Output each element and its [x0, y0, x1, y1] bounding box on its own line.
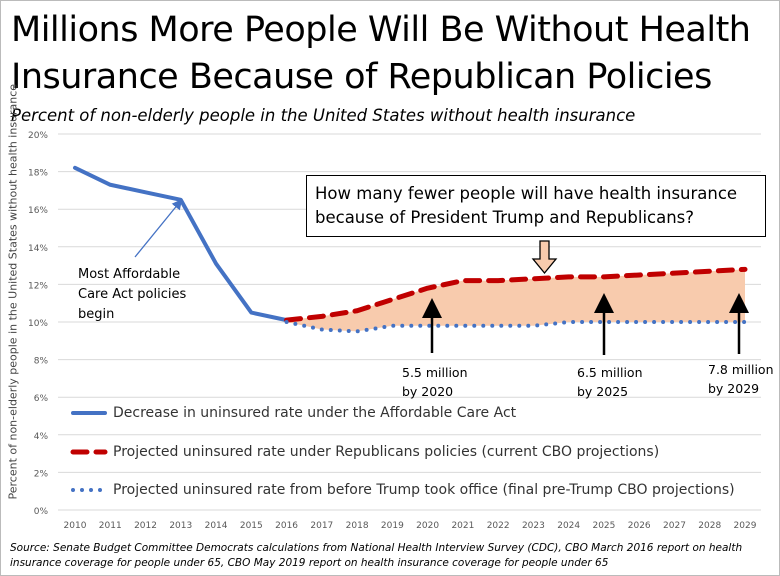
gap-area [286, 269, 745, 332]
x-tick-label: 2019 [381, 521, 404, 531]
source-line-2: insurance coverage for people under 65, … [10, 557, 609, 569]
title-line-2: Insurance Because of Republican Policies [11, 57, 712, 97]
y-tick-label: 10% [28, 319, 48, 329]
note-value: 5.5 million [402, 365, 468, 380]
y-tick-label: 12% [28, 281, 48, 291]
title-line-1: Millions More People Will Be Without Hea… [11, 10, 751, 50]
note-2029: 7.8 million by 2029 [708, 360, 774, 398]
note-year: by 2025 [577, 384, 629, 399]
x-tick-label: 2023 [522, 521, 545, 531]
x-tick-label: 2010 [64, 521, 87, 531]
annotation-line-1: Most Affordable [78, 267, 181, 282]
legend-entry-republican: Projected uninsured rate under Republica… [113, 444, 660, 460]
y-tick-label: 18% [28, 169, 48, 179]
y-tick-label: 8% [34, 357, 49, 367]
y-tick-label: 16% [28, 206, 48, 216]
x-tick-label: 2011 [99, 521, 122, 531]
annotation-line-2: Care Act policies [78, 287, 187, 302]
callout-box: How many fewer people will have health i… [306, 175, 766, 237]
x-tick-label: 2022 [487, 521, 510, 531]
y-tick-label: 0% [34, 507, 49, 517]
y-tick-label: 20% [28, 131, 48, 141]
note-2020: 5.5 million by 2020 [402, 363, 468, 401]
x-tick-label: 2028 [698, 521, 721, 531]
source-line-1: Source: Senate Budget Committee Democrat… [10, 542, 743, 554]
x-tick-label: 2027 [663, 521, 686, 531]
x-tick-label: 2018 [346, 521, 369, 531]
aca-arrow [134, 198, 183, 258]
x-tick-label: 2016 [275, 521, 298, 531]
note-2025: 6.5 million by 2025 [577, 363, 643, 401]
x-tick-label: 2012 [134, 521, 157, 531]
x-tick-label: 2025 [592, 521, 615, 531]
callout-line-1: How many fewer people will have health i… [315, 184, 738, 203]
x-tick-label: 2017 [310, 521, 333, 531]
legend-entry-aca: Decrease in uninsured rate under the Aff… [113, 405, 517, 421]
y-tick-label: 2% [34, 469, 49, 479]
x-tick-label: 2020 [416, 521, 439, 531]
x-tick-label: 2026 [628, 521, 651, 531]
note-value: 7.8 million [708, 362, 774, 377]
y-tick-label: 14% [28, 244, 48, 254]
x-tick-label: 2024 [557, 521, 580, 531]
chart-subtitle: Percent of non-elderly people in the Uni… [11, 106, 636, 125]
y-tick-label: 4% [34, 432, 49, 442]
annotation-line-3: begin [78, 307, 115, 322]
x-tick-label: 2013 [169, 521, 192, 531]
aca-annotation: Most Affordable Care Act policies begin [78, 265, 186, 325]
note-value: 6.5 million [577, 365, 643, 380]
y-tick-label: 6% [34, 394, 49, 404]
note-year: by 2029 [708, 381, 760, 396]
x-tick-label: 2021 [451, 521, 474, 531]
chart-title: Millions More People Will Be Without Hea… [11, 7, 751, 101]
callout-line-2: because of President Trump and Republica… [315, 208, 695, 227]
series-line-1 [284, 266, 748, 323]
x-tick-label: 2015 [240, 521, 263, 531]
legend-entry-pre-trump: Projected uninsured rate from before Tru… [113, 482, 735, 498]
x-tick-label: 2014 [205, 521, 228, 531]
source-note: Source: Senate Budget Committee Democrat… [10, 541, 770, 571]
note-year: by 2020 [402, 384, 454, 399]
callout-down-arrow [531, 240, 558, 275]
x-tick-label: 2029 [734, 521, 757, 531]
